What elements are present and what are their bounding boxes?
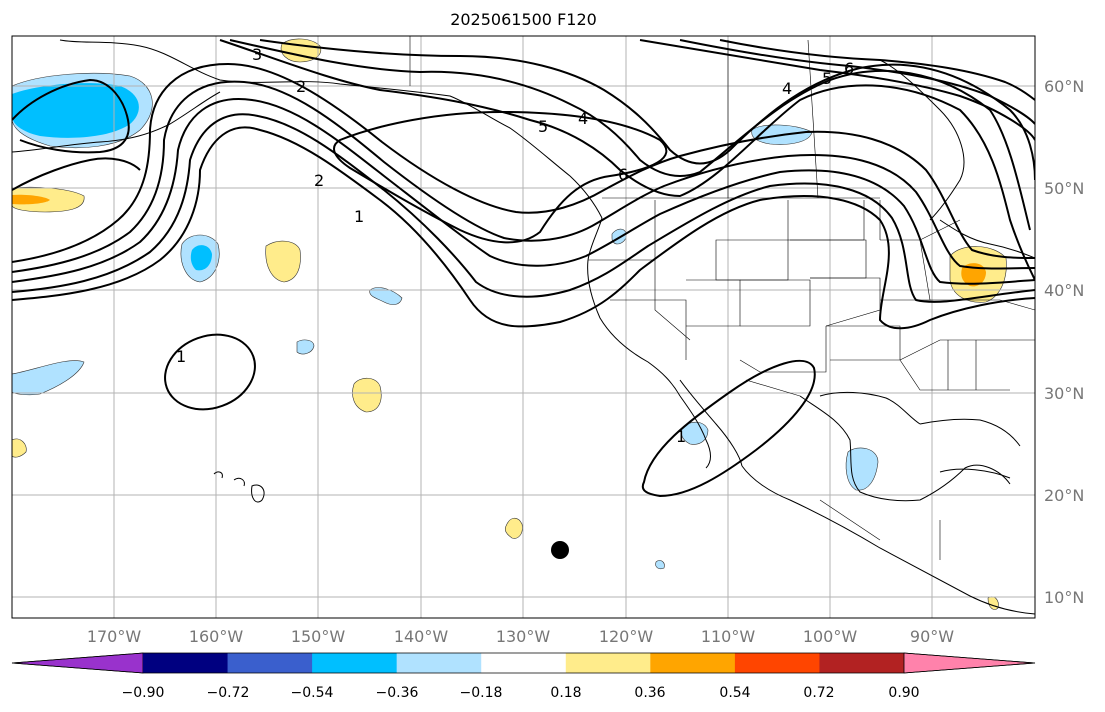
lat-label: 40°N xyxy=(1044,281,1084,300)
contour-label: 4 xyxy=(578,109,588,128)
coastlines xyxy=(12,39,1035,615)
lat-label: 60°N xyxy=(1044,77,1084,96)
colorbar-tick-label: 0.90 xyxy=(888,685,919,701)
colorbar-tick-label: −0.36 xyxy=(376,685,419,701)
colorbar-segment xyxy=(650,653,736,673)
map-plot-area: 3 2 5 4 6 5 4 6 1 2 1 1 xyxy=(12,36,1035,618)
colorbar-tick-label: −0.54 xyxy=(291,685,334,701)
latitude-labels: 60°N 50°N 40°N 30°N 20°N 10°N xyxy=(1044,77,1084,607)
lat-label: 30°N xyxy=(1044,384,1084,403)
colorbar-tick-label: 0.36 xyxy=(634,685,665,701)
contour-labels: 3 2 5 4 6 5 4 6 1 2 1 1 xyxy=(176,45,854,446)
contour-label: 6 xyxy=(844,59,854,78)
contour-label: 2 xyxy=(296,77,306,96)
storm-location-marker xyxy=(551,541,569,559)
lon-label: 150°W xyxy=(291,627,346,646)
colorbar-tick-label: 0.18 xyxy=(550,685,581,701)
colorbar-segment xyxy=(734,653,820,673)
plot-frame xyxy=(11,35,1036,619)
longitude-labels: 170°W 160°W 150°W 140°W 130°W 120°W 110°… xyxy=(87,627,954,646)
colorbar-extend-high xyxy=(903,652,1036,674)
colorbar-segment xyxy=(481,653,567,673)
contour-label: 1 xyxy=(676,427,686,446)
colorbar-tick-label: −0.18 xyxy=(460,685,503,701)
contour-label: 2 xyxy=(314,171,324,190)
lon-label: 110°W xyxy=(701,627,756,646)
lon-label: 90°W xyxy=(910,627,954,646)
contour-label: 3 xyxy=(252,45,262,64)
colorbar-segment xyxy=(227,653,313,673)
lat-label: 10°N xyxy=(1044,588,1084,607)
lon-label: 100°W xyxy=(803,627,858,646)
lon-label: 120°W xyxy=(599,627,654,646)
map-title: 2025061500 F120 xyxy=(450,10,597,29)
anomaly-shading xyxy=(12,38,1007,610)
colorbar-segment xyxy=(396,653,482,673)
colorbar-segment xyxy=(565,653,651,673)
contour-label: 4 xyxy=(782,79,792,98)
colorbar-tick-label: 0.72 xyxy=(803,685,834,701)
contour-label: 1 xyxy=(176,347,186,366)
lon-label: 130°W xyxy=(496,627,551,646)
colorbar-segment xyxy=(312,653,398,673)
lat-label: 20°N xyxy=(1044,486,1084,505)
lon-label: 140°W xyxy=(394,627,449,646)
contour-label: 6 xyxy=(618,165,628,184)
contour-label: 1 xyxy=(354,207,364,226)
colorbar-tick-labels: −0.90 −0.72 −0.54 −0.36 −0.18 0.18 0.36 … xyxy=(122,685,920,701)
colorbar-tick-label: −0.90 xyxy=(122,685,165,701)
colorbar-segment xyxy=(143,653,229,673)
contour-label: 5 xyxy=(822,69,832,88)
contour-lines xyxy=(12,39,1035,498)
political-borders xyxy=(409,36,1035,560)
colorbar-tick-label: 0.54 xyxy=(719,685,750,701)
colorbar xyxy=(11,652,1036,674)
colorbar-segment xyxy=(819,653,905,673)
lon-label: 160°W xyxy=(189,627,244,646)
lat-label: 50°N xyxy=(1044,179,1084,198)
contour-label: 5 xyxy=(538,117,548,136)
colorbar-outline xyxy=(11,652,1036,674)
colorbar-tick-label: −0.72 xyxy=(207,685,250,701)
colorbar-extend-low xyxy=(11,652,144,674)
lon-label: 170°W xyxy=(87,627,142,646)
